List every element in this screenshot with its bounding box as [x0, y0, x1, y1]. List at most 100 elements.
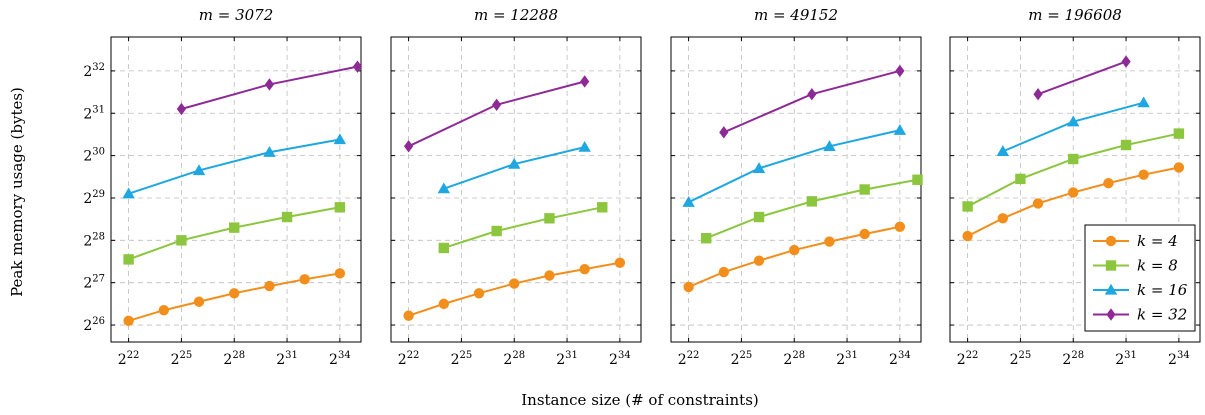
data-point [614, 257, 626, 268]
legend-label: k = 16 [1137, 281, 1188, 299]
data-point [438, 298, 450, 310]
series-k-16 [996, 96, 1150, 157]
x-tick-label: 225 [171, 350, 193, 368]
legend-swatch-marker [1105, 260, 1117, 271]
data-point [580, 75, 590, 88]
panel-3: m = 49152 222 225 228 231 234 [670, 6, 923, 368]
data-point [789, 244, 800, 256]
data-point [1032, 198, 1044, 209]
chart-panels: m = 3072 222 225 228 231 234 226 227 228 229 230 23… [83, 6, 1201, 368]
plot-frame [390, 36, 642, 343]
data-point [158, 305, 170, 316]
y-tick-label: 228 [83, 231, 105, 249]
panel-2: m = 12288 222 225 228 231 234 [390, 6, 642, 368]
panel-1: m = 3072 222 225 228 231 234 226 227 228 229 230 23… [83, 6, 363, 368]
series-k-32 [719, 64, 905, 139]
series-k-8 [123, 202, 346, 265]
y-tick-label: 226 [83, 316, 105, 334]
series-line [443, 206, 603, 249]
series-k-8 [701, 174, 923, 244]
data-point [176, 235, 187, 246]
x-tick-label: 222 [118, 350, 140, 368]
series-line [408, 80, 585, 148]
legend-label: k = 8 [1137, 257, 1178, 275]
panel-title: m = 49152 [754, 6, 838, 24]
data-point [807, 87, 817, 101]
data-point [192, 164, 206, 176]
plot-frame [949, 36, 1201, 343]
series-line [1037, 60, 1127, 96]
data-point [578, 140, 591, 152]
x-tick-label: 231 [556, 350, 578, 368]
series-k-8 [438, 202, 608, 254]
data-point [299, 274, 310, 285]
data-point [996, 145, 1010, 157]
x-tick-label: 231 [1115, 350, 1137, 368]
data-point [544, 270, 555, 281]
data-point [1068, 153, 1079, 165]
data-point [492, 98, 502, 111]
data-point [824, 236, 835, 247]
data-point [508, 157, 521, 169]
x-tick-label: 234 [889, 350, 911, 368]
data-point [1033, 87, 1043, 101]
data-point [859, 184, 870, 195]
data-point [682, 196, 695, 207]
data-point [893, 123, 907, 135]
x-tick-label: 228 [223, 350, 245, 368]
series-line [128, 138, 341, 195]
data-point [806, 196, 818, 207]
data-point [1068, 187, 1079, 198]
data-point [1015, 173, 1026, 185]
data-point [334, 268, 346, 279]
grid [671, 37, 921, 342]
panel-title: m = 196608 [1028, 6, 1122, 24]
data-point [229, 288, 240, 299]
series-k-4 [123, 268, 346, 327]
y-axis-label: Peak memory usage (bytes) [8, 87, 26, 297]
legend-swatch-marker [1104, 283, 1118, 295]
y-tick-label: 229 [83, 189, 105, 207]
data-point [1067, 115, 1080, 127]
data-point [193, 296, 205, 307]
data-point [264, 78, 275, 91]
data-point [333, 133, 347, 145]
y-tick-label: 231 [83, 104, 105, 122]
data-point [823, 140, 836, 151]
legend-swatch-marker [1106, 308, 1116, 321]
x-tick-label: 222 [398, 350, 420, 368]
series-k-4 [683, 221, 906, 293]
x-tick-label: 222 [678, 350, 700, 368]
grid [391, 37, 641, 342]
panel-title: m = 3072 [199, 6, 274, 24]
series-k-32 [176, 60, 363, 116]
data-point [491, 225, 502, 237]
data-point [403, 310, 414, 321]
data-point [895, 64, 905, 78]
data-point [962, 230, 973, 242]
data-point [912, 174, 923, 185]
x-tick-label: 225 [451, 350, 473, 368]
series-k-16 [122, 133, 347, 199]
legend-box [1084, 224, 1196, 332]
series-k-16 [682, 123, 907, 207]
x-tick-label: 228 [503, 350, 525, 368]
series-line [723, 69, 901, 134]
x-tick-label: 231 [276, 350, 298, 368]
series-k-32 [1033, 55, 1131, 101]
data-point [334, 202, 346, 213]
data-point [123, 254, 134, 265]
data-point [701, 233, 712, 244]
data-point [962, 201, 973, 212]
data-point [176, 102, 187, 116]
data-point [509, 278, 520, 289]
data-point [1103, 177, 1114, 189]
data-point [753, 211, 765, 223]
data-point [352, 60, 363, 73]
x-axis-label: Instance size (# of constraints) [521, 391, 759, 409]
series-k-8 [962, 128, 1185, 212]
data-point [473, 288, 485, 299]
data-point [752, 162, 766, 173]
data-point [1138, 169, 1149, 180]
